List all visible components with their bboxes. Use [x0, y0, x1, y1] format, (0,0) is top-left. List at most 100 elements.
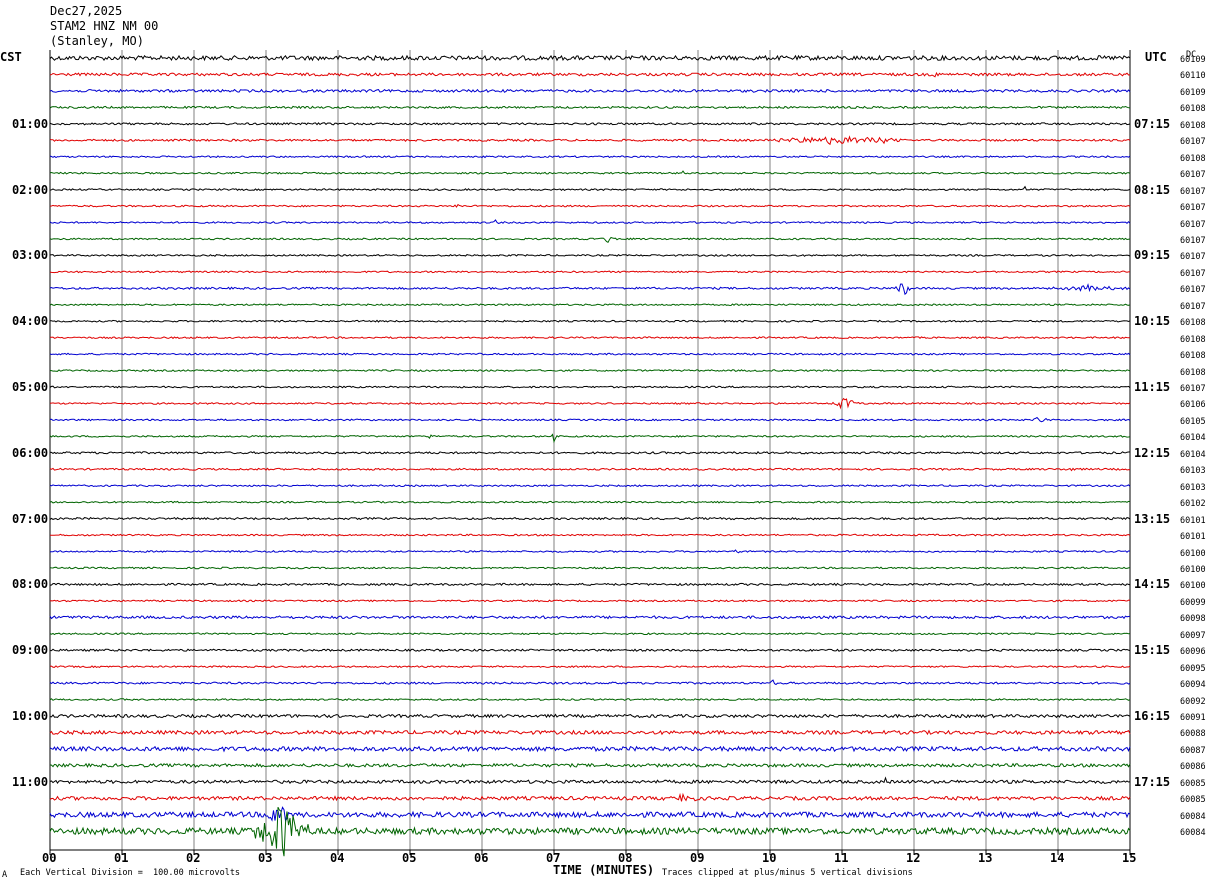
trace-line-row-6	[49, 155, 1131, 159]
trace-line-row-25	[49, 467, 1131, 472]
dc-value-label: 60102	[1180, 499, 1206, 510]
dc-value-label: 60103	[1180, 466, 1206, 477]
right-time-label: 17:15	[1134, 774, 1171, 789]
dc-value-label: 60087	[1180, 745, 1206, 756]
x-tick-label: 11	[834, 851, 849, 865]
left-time-label: 08:00	[12, 577, 49, 592]
dc-value-label: 60101	[1180, 515, 1206, 526]
right-time-label: 15:15	[1134, 643, 1171, 658]
dc-value-label: 60110	[1180, 71, 1206, 82]
dc-value-label: 60107	[1180, 268, 1206, 279]
dc-value-label: 60108	[1180, 318, 1206, 329]
right-timezone-label: UTC	[1145, 50, 1167, 64]
x-tick-label: 09	[690, 851, 705, 865]
dc-value-label: 60105	[1180, 416, 1206, 427]
dc-value-label: 60108	[1180, 351, 1206, 362]
x-tick-label: 01	[114, 851, 129, 865]
trace-line-row-42	[49, 745, 1131, 753]
dc-value-label: 60108	[1180, 367, 1206, 378]
right-time-label: 09:15	[1134, 248, 1171, 263]
left-time-label: 09:00	[12, 643, 49, 658]
trace-line-row-43	[49, 762, 1131, 769]
trace-line-row-5	[49, 135, 1131, 146]
dc-value-label: 60099	[1180, 597, 1206, 608]
dc-value-label: 60091	[1180, 713, 1206, 723]
dc-value-label: 60107	[1180, 252, 1206, 263]
dc-value-label: 60107	[1180, 186, 1206, 197]
trace-line-row-16	[49, 319, 1131, 323]
dc-value-label: 60097	[1180, 630, 1206, 641]
left-time-label: 05:00	[12, 380, 49, 394]
trace-line-row-47	[49, 806, 1131, 857]
left-time-label: 06:00	[12, 445, 49, 460]
right-time-label: 12:15	[1134, 445, 1171, 460]
trace-line-row-23	[49, 433, 1131, 444]
dc-value-label: 60100	[1180, 581, 1206, 592]
x-tick-label: 05	[402, 851, 417, 865]
dc-value-label: 60107	[1180, 285, 1206, 296]
trace-line-row-12	[49, 253, 1131, 257]
scale-note: Each Vertical Division = 100.00 microvol…	[20, 868, 241, 878]
trace-line-row-32	[49, 582, 1131, 587]
trace-line-row-22	[49, 416, 1131, 423]
x-tick-label: 13	[978, 851, 993, 865]
dc-value-label: 60109	[1180, 87, 1206, 98]
trace-line-row-14	[49, 283, 1131, 296]
dc-value-label: 60092	[1180, 696, 1206, 707]
clip-note: Traces clipped at plus/minus 5 vertical …	[662, 868, 913, 878]
x-tick-label: 03	[258, 851, 273, 865]
x-tick-label: 02	[186, 851, 201, 865]
trace-line-row-9	[49, 203, 1131, 208]
dc-value-label: 60107	[1180, 203, 1206, 214]
dc-value-label: 60085	[1180, 778, 1206, 789]
dc-value-label: 60108	[1180, 120, 1206, 131]
trace-line-row-34	[49, 615, 1131, 620]
trace-line-row-26	[49, 484, 1131, 488]
trace-line-row-38	[49, 679, 1131, 686]
right-time-label: 14:15	[1134, 577, 1171, 592]
trace-line-row-4	[49, 122, 1131, 126]
x-tick-label: 08	[618, 851, 633, 865]
dc-value-label: 60100	[1180, 564, 1206, 575]
dc-value-label: 60104	[1180, 449, 1206, 460]
trace-line-row-41	[49, 729, 1131, 736]
dc-value-label: 60101	[1180, 532, 1206, 543]
trace-line-row-24	[49, 451, 1131, 455]
x-tick-label: 14	[1050, 851, 1065, 865]
x-axis-title: TIME (MINUTES)	[553, 863, 655, 877]
header-location: (Stanley, MO)	[50, 34, 144, 48]
dc-value-label: 60109	[1180, 55, 1206, 65]
trace-line-row-44	[49, 776, 1131, 785]
dc-value-label: 60108	[1180, 104, 1206, 115]
x-tick-label: 04	[330, 851, 345, 865]
trace-line-row-2	[49, 88, 1131, 94]
trace-line-row-30	[49, 549, 1130, 554]
x-tick-label: 10	[762, 851, 777, 865]
dc-value-label: 60107	[1180, 170, 1206, 181]
trace-line-row-10	[49, 219, 1131, 224]
left-time-label: 02:00	[12, 182, 49, 197]
x-tick-label: 00	[42, 851, 57, 865]
dc-value-label: 60107	[1180, 219, 1206, 230]
trace-line-row-19	[49, 369, 1131, 372]
dc-value-label: 60098	[1180, 614, 1206, 625]
trace-line-row-21	[49, 397, 1131, 410]
trace-line-row-45	[49, 792, 1131, 802]
header-station: STAM2 HNZ NM 00	[50, 19, 159, 33]
trace-line-row-3	[49, 105, 1131, 110]
dc-value-label: 60103	[1180, 482, 1206, 493]
left-time-label: 11:00	[12, 774, 49, 789]
dc-value-label: 60107	[1180, 301, 1206, 312]
dc-value-label: 60084	[1180, 828, 1206, 839]
trace-line-row-46	[49, 806, 1131, 822]
x-tick-label: 06	[474, 851, 489, 865]
trace-line-row-18	[49, 352, 1131, 356]
corner-mark: A	[2, 870, 8, 880]
dc-value-label: 60094	[1180, 680, 1206, 691]
trace-line-row-15	[49, 303, 1131, 307]
trace-line-row-20	[49, 385, 1131, 389]
dc-value-label: 60104	[1180, 433, 1206, 444]
trace-line-row-13	[49, 270, 1131, 274]
right-time-label: 08:15	[1134, 182, 1171, 197]
